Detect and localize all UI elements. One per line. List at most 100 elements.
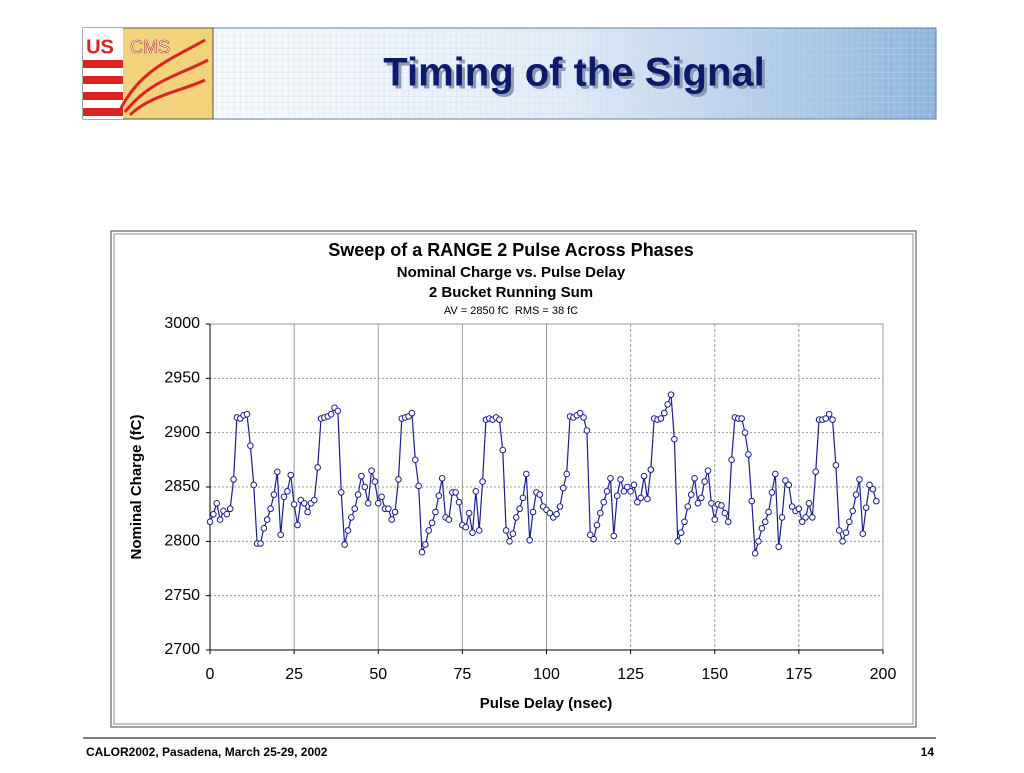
data-point: [358, 472, 365, 480]
data-point: [761, 518, 769, 526]
data-point: [711, 516, 719, 523]
data-point: [724, 518, 732, 526]
data-point: [304, 508, 311, 516]
data-point: [452, 489, 459, 496]
data-point: [782, 477, 789, 484]
data-point: [388, 516, 396, 523]
data-point: [354, 491, 362, 498]
x-tick-label: 200: [870, 666, 897, 683]
data-point: [829, 416, 836, 423]
data-point: [832, 461, 840, 469]
data-point: [523, 470, 530, 478]
data-point: [479, 478, 486, 485]
data-point: [691, 475, 698, 482]
x-tick-label: 25: [285, 666, 303, 683]
data-point: [280, 493, 288, 501]
data-point: [563, 470, 570, 478]
data-point: [270, 491, 278, 498]
data-point: [260, 524, 268, 532]
data-point: [526, 536, 533, 544]
data-point: [741, 429, 749, 436]
data-point: [728, 456, 735, 464]
data-point: [610, 532, 618, 540]
data-point: [708, 500, 715, 507]
data-point: [755, 538, 762, 545]
data-point: [506, 538, 513, 545]
x-tick-label: 75: [453, 666, 471, 683]
data-point: [516, 505, 523, 513]
data-point: [408, 409, 416, 417]
data-point: [311, 496, 318, 504]
data-point: [674, 538, 682, 545]
x-tick-label: 0: [206, 666, 215, 683]
data-point: [687, 491, 695, 498]
data-point: [337, 489, 345, 496]
data-point: [805, 500, 813, 507]
data-point: [835, 527, 843, 534]
data-point: [745, 451, 752, 458]
data-point: [226, 505, 234, 513]
data-point: [667, 391, 675, 398]
data-point: [509, 530, 517, 538]
data-point: [428, 519, 436, 527]
x-tick-label: 175: [786, 666, 813, 683]
data-point: [556, 503, 564, 510]
header-pattern: [213, 28, 936, 119]
data-point: [778, 514, 786, 521]
data-point: [751, 549, 759, 557]
data-point: [213, 500, 221, 507]
data-point: [334, 407, 342, 415]
chart-subtitle: Nominal Charge vs. Pulse Delay: [397, 264, 626, 281]
data-point: [600, 498, 608, 506]
data-point: [812, 468, 820, 476]
footer: CALOR2002, Pasadena, March 25-29, 2002: [86, 745, 328, 759]
plot: 2700 2750 2800 2850 2900 2950 3000 0 25 50 75 100 12…: [164, 315, 896, 683]
data-point: [371, 478, 379, 485]
data-point: [694, 500, 702, 507]
data-point: [438, 475, 446, 482]
data-point: [290, 501, 298, 508]
y-tick-label: 2700: [164, 641, 200, 658]
data-point: [862, 504, 870, 511]
data-point: [247, 442, 254, 450]
data-point: [872, 497, 880, 505]
data-point: [374, 500, 382, 507]
data-point: [869, 485, 877, 493]
data-point: [613, 492, 621, 499]
data-point: [590, 535, 597, 543]
y-tick-label: 2800: [164, 533, 200, 550]
data-point: [677, 529, 685, 536]
data-point: [344, 527, 352, 534]
chart-subtitle: 2 Bucket Running Sum: [429, 284, 593, 301]
data-point: [469, 529, 476, 536]
logo-cms: CMS: [130, 37, 170, 57]
data-point: [415, 482, 422, 490]
data-point: [586, 531, 594, 539]
y-tick-label: 2850: [164, 478, 200, 495]
data-point: [418, 548, 426, 556]
x-tick-label: 150: [701, 666, 728, 683]
data-point: [529, 508, 537, 516]
data-point: [576, 409, 584, 417]
data-point: [445, 516, 453, 523]
data-point: [314, 464, 321, 471]
data-point: [287, 471, 295, 479]
data-point: [852, 491, 860, 498]
data-point: [684, 503, 692, 510]
data-point: [768, 489, 776, 496]
data-point: [644, 495, 651, 503]
data-point: [536, 491, 544, 498]
data-point: [856, 476, 863, 483]
chart-frame: [110, 230, 917, 728]
data-point: [785, 481, 793, 489]
data-point: [432, 508, 439, 516]
page-number: 14: [921, 745, 935, 759]
data-point: [671, 435, 678, 443]
data-point: [617, 476, 624, 483]
data-point: [721, 509, 729, 517]
data-point: [351, 505, 358, 513]
data-point: [603, 488, 611, 495]
data-point: [765, 508, 772, 516]
data-point: [502, 527, 510, 534]
